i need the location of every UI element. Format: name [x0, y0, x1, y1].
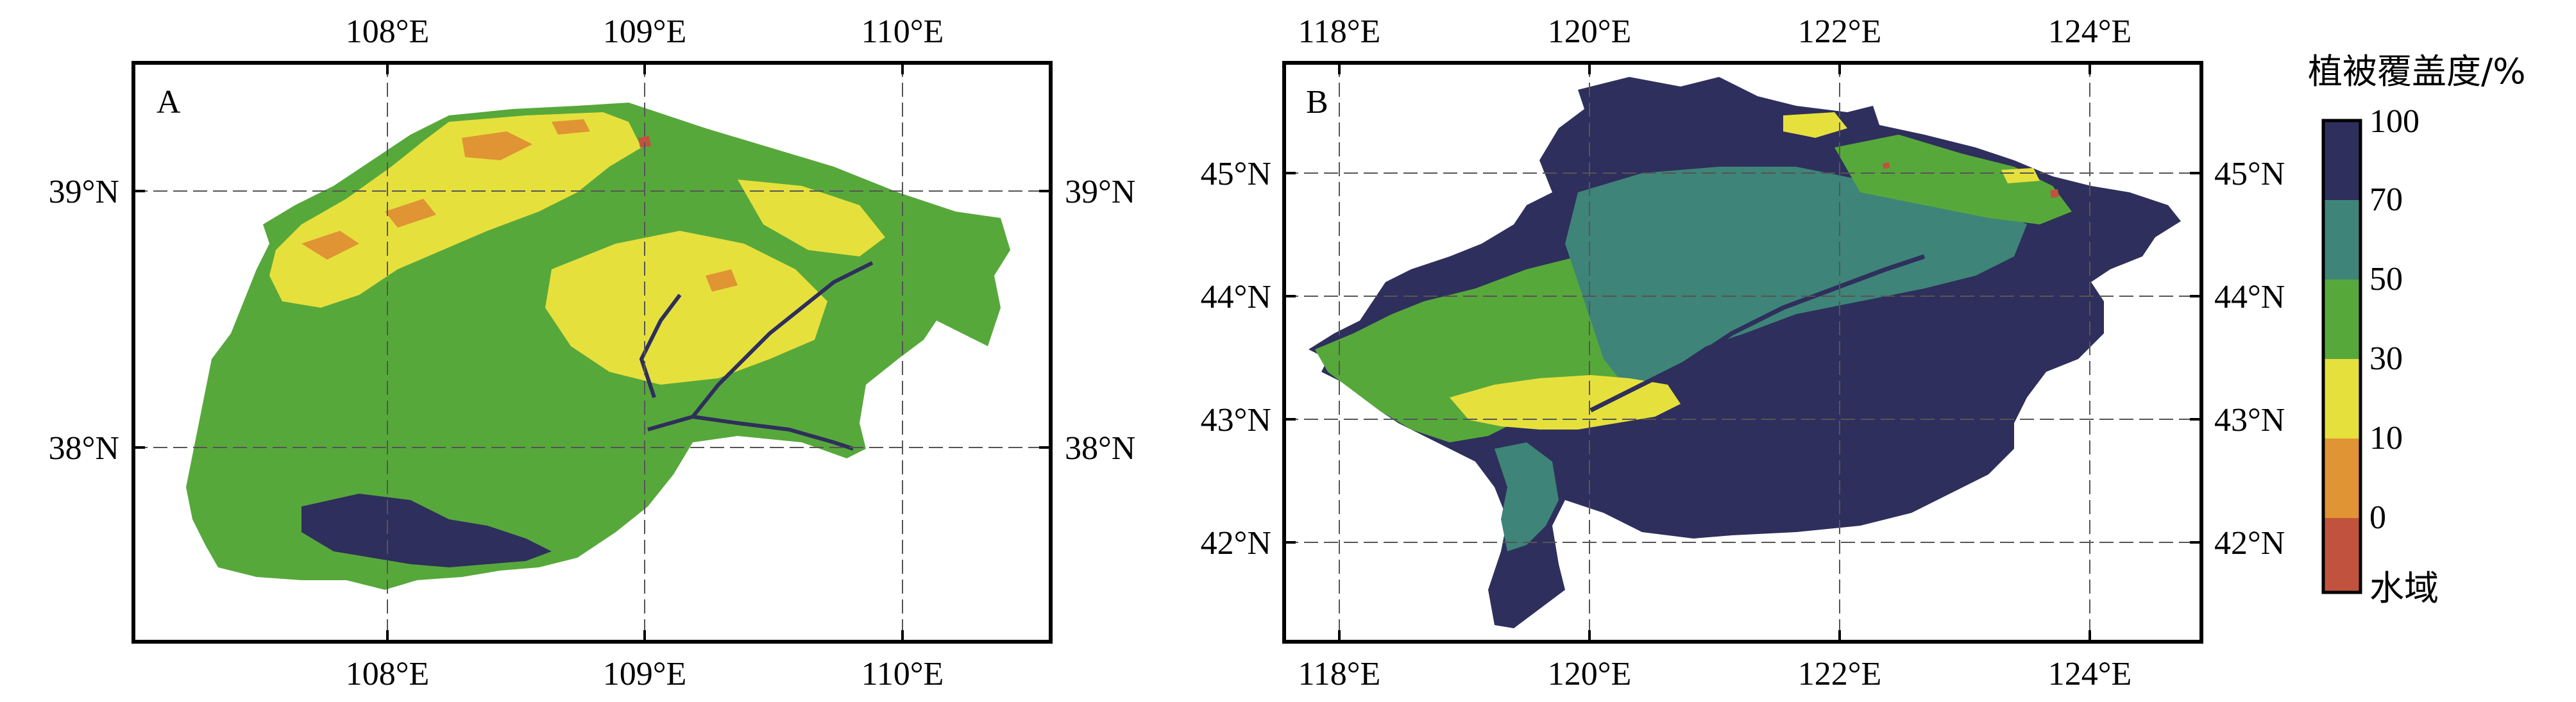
panel-b-left-tick-42n: 42°N [1201, 525, 1271, 562]
legend-label-30: 30 [2369, 340, 2403, 377]
panel-a-right-tick-38n: 38°N [1065, 430, 1135, 467]
panel-a-left-tick-38n: 38°N [49, 430, 119, 467]
panel-b-label: B [1306, 84, 1328, 121]
panel-b-frame [1282, 61, 2203, 644]
panel-b-top-tick-124: 124°E [2048, 13, 2132, 50]
region-a-dark-south [301, 494, 552, 567]
panel-a-frame [131, 61, 1053, 644]
panel-a-label: A [157, 84, 181, 121]
panel-a-top-tick-110: 110°E [861, 13, 944, 50]
legend-swatch-70-100 [2323, 121, 2360, 200]
legend-swatch-water [2323, 518, 2360, 592]
panel-a-map [133, 63, 1051, 642]
panel-a-top-tick-108: 108°E [346, 13, 430, 50]
region-b-river [1589, 254, 1926, 413]
panel-a-graticule [133, 63, 1051, 642]
panel-b-ticks [1284, 63, 2201, 642]
legend: 植被覆盖度/% 100 70 50 30 10 0 水域 [2308, 51, 2526, 608]
panel-a: A 108°E 109°E 110°E 108°E 109°E 110°E 39… [49, 13, 1136, 692]
panel-b-top-tick-122: 122°E [1798, 13, 1882, 50]
panel-b-left-tick-44n: 44°N [1201, 279, 1271, 315]
region-b-teal-south [1495, 442, 1559, 551]
legend-colorbar-frame [2321, 119, 2362, 594]
panel-a-left-tick-39n: 39°N [49, 174, 119, 210]
legend-label-50: 50 [2369, 261, 2403, 297]
region-a-water-spot [638, 136, 651, 147]
panel-b-bottom-tick-120: 120°E [1548, 656, 1632, 692]
panel-b-left-tick-45n: 45°N [1201, 156, 1271, 192]
panel-b-right-tick-45n: 45°N [2214, 156, 2285, 192]
legend-label-0: 0 [2369, 499, 2386, 536]
panel-b-left-tick-43n: 43°N [1201, 402, 1271, 439]
legend-swatch-50-70 [2323, 200, 2360, 280]
legend-colorbar [2321, 119, 2362, 594]
region-a-dark-river [639, 261, 874, 451]
panel-b-top-tick-118: 118°E [1298, 13, 1381, 50]
panel-a-ticks [133, 63, 1051, 642]
panel-b-bottom-tick-124: 124°E [2048, 656, 2132, 692]
region-a-yellow-east [738, 180, 885, 256]
panel-a-bottom-tick-109: 109°E [603, 656, 687, 692]
panel-b-right-tick-42n: 42°N [2214, 525, 2285, 562]
panel-b-graticule [1284, 63, 2201, 642]
legend-title: 植被覆盖度/% [2308, 51, 2526, 92]
panel-a-bottom-tick-108: 108°E [346, 656, 430, 692]
legend-label-10: 10 [2369, 420, 2403, 456]
region-b-yellow-band [1450, 375, 1681, 430]
region-a-yellow-north [269, 112, 641, 308]
legend-swatch-0-10 [2323, 439, 2360, 518]
region-b-teal-middle [1565, 167, 2027, 391]
legend-swatch-30-50 [2323, 280, 2360, 359]
panel-b-right-tick-44n: 44°N [2214, 279, 2285, 315]
panel-b-map [1284, 63, 2201, 642]
panel-b-bottom-tick-122: 122°E [1798, 656, 1882, 692]
panel-a-right-tick-39n: 39°N [1065, 174, 1135, 210]
panel-b-right-tick-43n: 43°N [2214, 402, 2285, 439]
panel-b: B 118°E 120°E 122°E 124°E 118°E 120°E 12… [1201, 13, 2285, 692]
panel-b-bottom-tick-118: 118°E [1298, 656, 1381, 692]
legend-label-water: 水域 [2369, 568, 2439, 608]
panel-a-bottom-tick-110: 110°E [861, 656, 944, 692]
legend-label-100: 100 [2369, 103, 2419, 140]
panel-b-top-tick-120: 120°E [1548, 13, 1632, 50]
legend-swatch-10-30 [2323, 359, 2360, 439]
region-b-green-northeast [1835, 135, 2072, 224]
panel-a-top-tick-109: 109°E [603, 13, 687, 50]
region-b-yellow-north [1783, 112, 2040, 183]
legend-label-70: 70 [2369, 181, 2403, 218]
